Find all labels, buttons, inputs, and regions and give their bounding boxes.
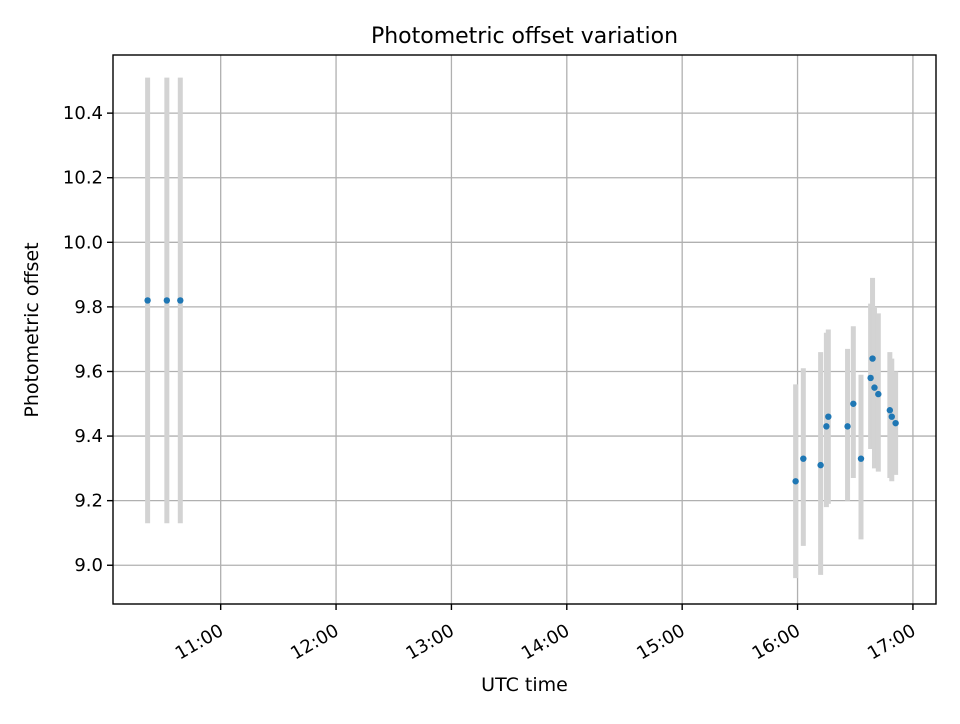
- plot-frame: [112, 54, 937, 605]
- y-tick-label: 9.4: [74, 426, 103, 447]
- data-point: [823, 423, 830, 430]
- data-point: [857, 455, 865, 462]
- data-markers: [144, 297, 899, 485]
- y-tick-label: 9.6: [74, 361, 103, 382]
- y-tick-label: 10.2: [63, 168, 103, 189]
- y-tick-label: 10.0: [63, 232, 103, 253]
- y-tick-label: 10.4: [63, 103, 103, 124]
- data-point: [869, 355, 876, 362]
- data-point: [875, 390, 882, 398]
- data-point: [144, 297, 151, 304]
- data-point: [886, 407, 894, 414]
- data-point: [867, 374, 874, 382]
- grid: [113, 55, 936, 604]
- y-axis-label: Photometric offset: [21, 242, 43, 417]
- data-point: [892, 419, 899, 427]
- data-point: [817, 461, 824, 469]
- data-point: [888, 413, 895, 420]
- data-point: [871, 384, 878, 391]
- x-axis-label: UTC time: [481, 674, 568, 696]
- y-tick-label: 9.2: [74, 491, 103, 512]
- data-point: [800, 455, 807, 462]
- data-point: [825, 413, 832, 420]
- data-point: [792, 478, 799, 485]
- chart-title: Photometric offset variation: [371, 24, 678, 49]
- y-tick-label: 9.8: [74, 297, 103, 318]
- data-point: [163, 297, 171, 304]
- data-point: [844, 423, 851, 430]
- data-point: [850, 400, 857, 407]
- data-point: [177, 297, 184, 304]
- y-axis-ticks: 9.0 9.2 9.4 9.6 9.8 10.0 10.2 10.4: [63, 103, 113, 576]
- y-tick-label: 9.0: [74, 555, 103, 576]
